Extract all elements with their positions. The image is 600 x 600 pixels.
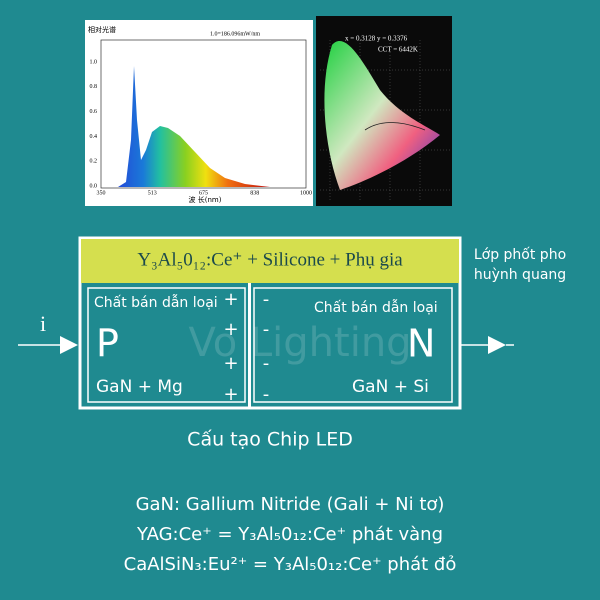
spectrum-x-tick: 838 [250, 190, 259, 196]
note: GaN: Gallium Nitride (Gali + Ni tơ) [136, 494, 445, 515]
spectrum-axes [100, 39, 307, 189]
current-label: i [40, 311, 46, 336]
spectrum-y-tick: 1.0 [90, 59, 98, 65]
spectrum-y-tick: 0.4 [90, 134, 98, 140]
n-charge: - [263, 289, 270, 310]
p-letter: P [96, 322, 119, 366]
cie-coords: x = 0.3128 y = 0.3376 [345, 35, 408, 43]
arrowhead [60, 336, 78, 354]
watermark: Vo Lighting [188, 320, 411, 366]
coating-text: Y₃Al₅0₁₂:Ce⁺ + Silicone + Phụ gia [137, 249, 403, 270]
cie-cct: CCT = 6442K [378, 46, 418, 54]
spectrum-x-label: 波 长(nm) [189, 195, 222, 204]
planck-locus [364, 122, 426, 131]
spectrum-y-tick: 0.8 [90, 84, 98, 90]
spectrum-scale: 1.0=186.096mW/nm [210, 31, 260, 37]
phosphor-layer [81, 239, 459, 283]
p-charge: + [223, 353, 238, 374]
n-region [253, 287, 453, 403]
p-charge: + [223, 289, 238, 310]
n-charge: - [263, 353, 270, 374]
spectrum-y-tick: 0.0 [90, 183, 98, 189]
coating-label: Lớp phốt pho [474, 246, 566, 263]
caption: Cấu tạo Chip LED [187, 429, 353, 451]
n-charge: - [263, 319, 270, 340]
spectrum-x-tick: 1000 [300, 190, 312, 196]
arrowhead [488, 336, 506, 354]
spectrum-y-tick: 0.2 [90, 159, 98, 165]
p-material: GaN + Mg [96, 377, 183, 397]
cie-gamut [324, 41, 440, 190]
note: YAG:Ce⁺ = Y₃Al₅0₁₂:Ce⁺ phát vàng [136, 524, 443, 545]
spectrum-x-tick: 513 [148, 190, 157, 196]
note: CaAlSiN₃:Eu²⁺ = Y₃Al₅0₁₂:Ce⁺ phát đỏ [124, 554, 457, 575]
p-type-label: Chất bán dẫn loại [94, 294, 218, 311]
coating-label: huỳnh quang [474, 267, 566, 283]
spectrum-title: 相对光谱 [88, 25, 116, 34]
chip-outline [78, 236, 462, 410]
p-charge: + [223, 384, 238, 405]
spectrum-x-tick: 675 [199, 190, 208, 196]
spectrum-curve [101, 66, 270, 187]
n-type-label: Chất bán dẫn loại [314, 299, 438, 316]
n-letter: N [407, 322, 435, 366]
p-region [87, 287, 246, 403]
n-material: GaN + Si [352, 377, 429, 397]
p-charge: + [223, 319, 238, 340]
spectrum-x-tick: 350 [97, 190, 106, 196]
spectrum-y-tick: 0.6 [90, 109, 98, 115]
n-charge: - [263, 384, 270, 405]
